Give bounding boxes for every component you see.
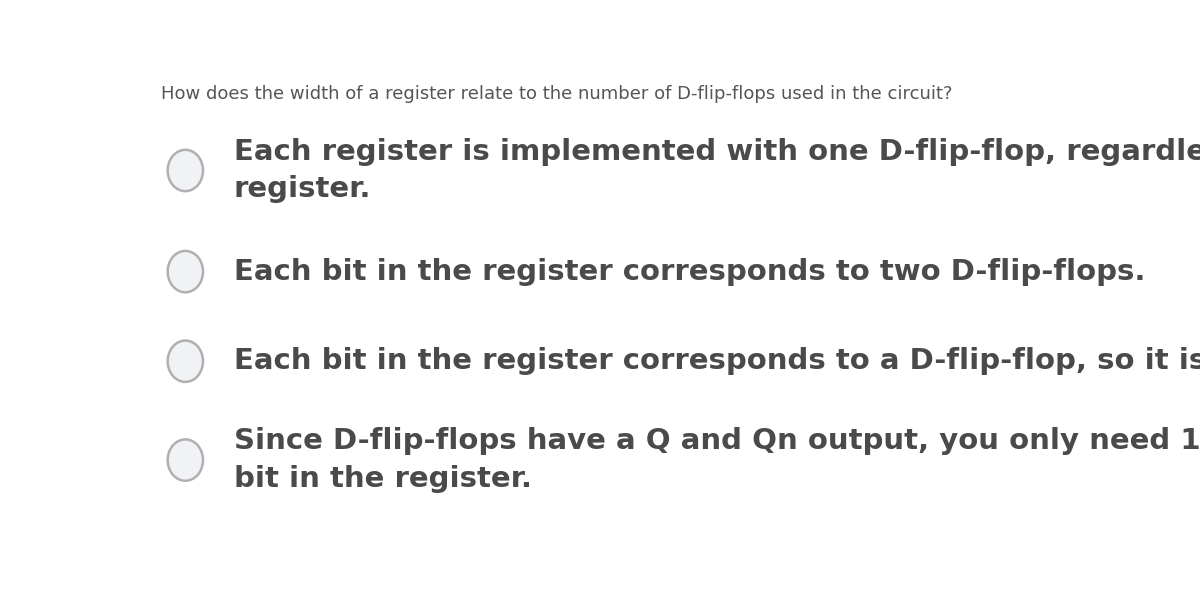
Ellipse shape — [168, 251, 203, 293]
Text: How does the width of a register relate to the number of D-flip-flops used in th: How does the width of a register relate … — [161, 85, 953, 103]
Text: Each register is implemented with one D-flip-flop, regardless of the width of th: Each register is implemented with one D-… — [234, 137, 1200, 204]
Ellipse shape — [168, 340, 203, 382]
Text: Each bit in the register corresponds to a D-flip-flop, so it is 1-to-1.: Each bit in the register corresponds to … — [234, 347, 1200, 376]
Ellipse shape — [168, 439, 203, 481]
Ellipse shape — [168, 150, 203, 191]
Text: Since D-flip-flops have a Q and Qn output, you only need 1 D-flip-flop for each
: Since D-flip-flops have a Q and Qn outpu… — [234, 427, 1200, 493]
Text: Each bit in the register corresponds to two D-flip-flops.: Each bit in the register corresponds to … — [234, 257, 1145, 285]
